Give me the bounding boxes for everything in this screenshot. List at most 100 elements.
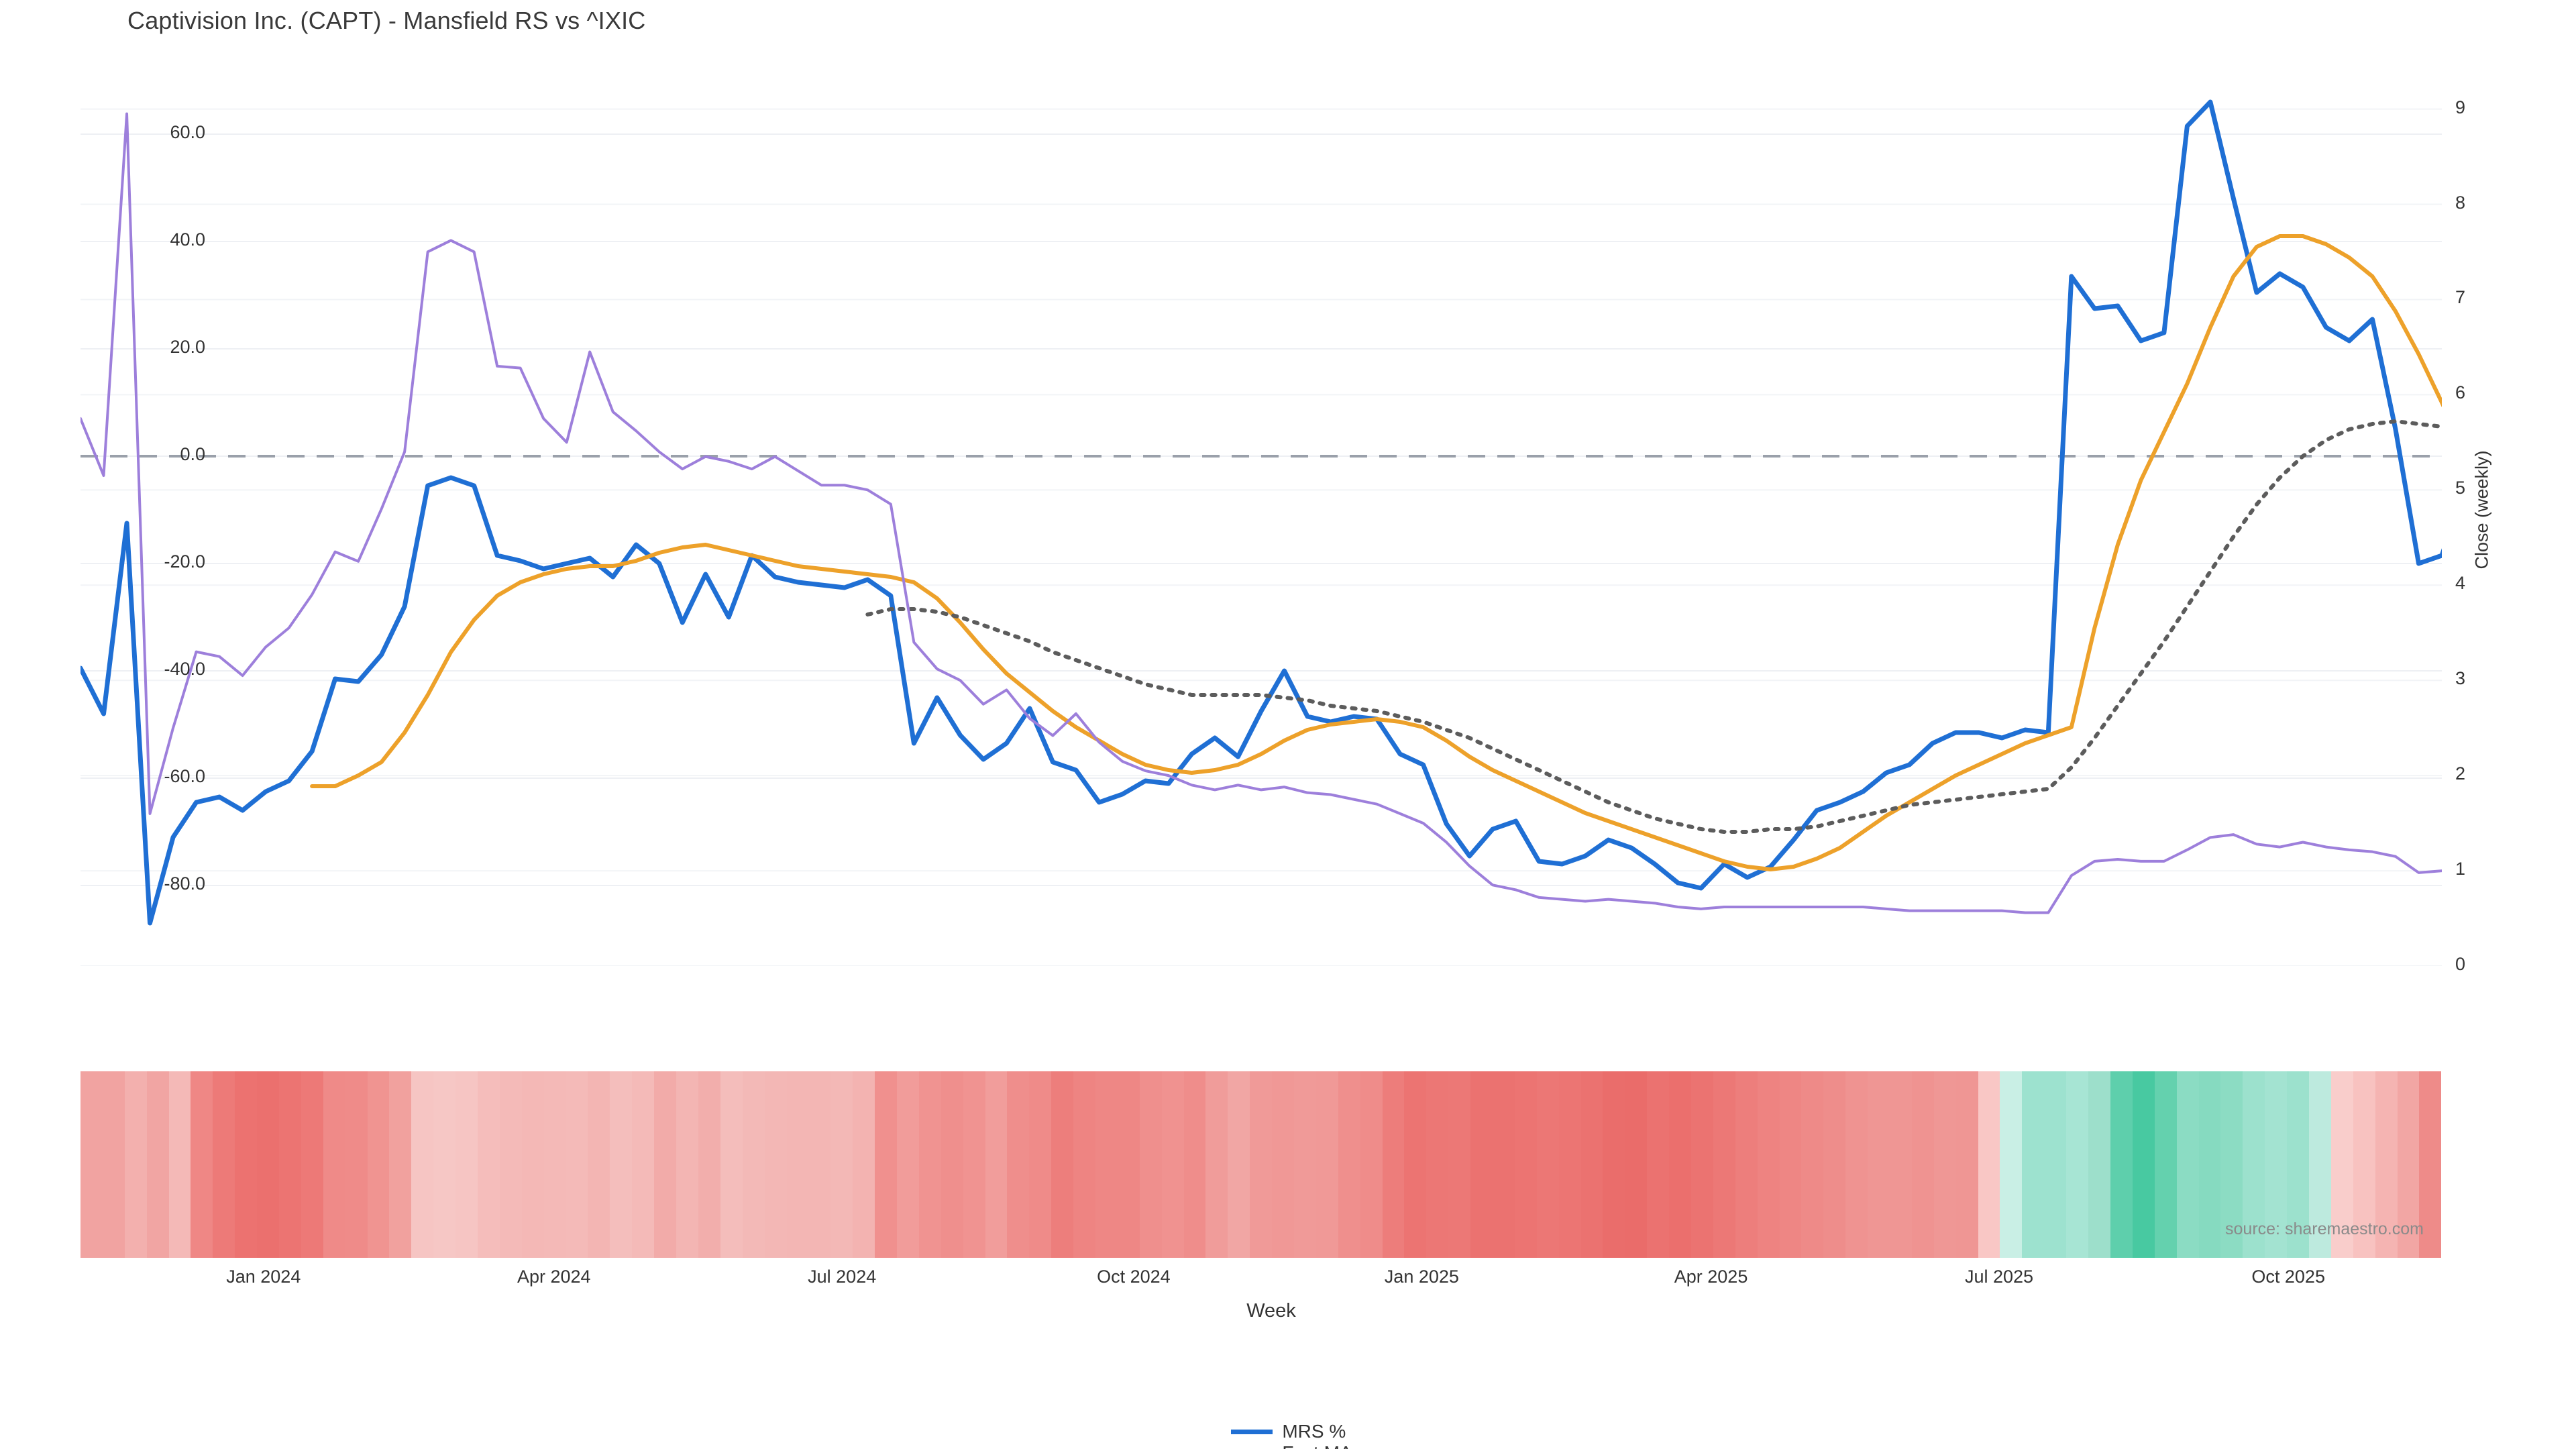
y-tick-right: 4 bbox=[2455, 573, 2466, 594]
heatmap-cell bbox=[1228, 1071, 1250, 1258]
heatmap-cell bbox=[808, 1071, 831, 1258]
heatmap-cell bbox=[2353, 1071, 2375, 1258]
heatmap-cell bbox=[1382, 1071, 1405, 1258]
heatmap-cell bbox=[2375, 1071, 2398, 1258]
x-tick: Oct 2024 bbox=[1097, 1267, 1171, 1287]
heatmap-cell bbox=[1073, 1071, 1095, 1258]
heatmap-cell bbox=[168, 1071, 191, 1258]
legend-label: MRS % bbox=[1282, 1421, 1346, 1442]
heatmap-cell bbox=[1250, 1071, 1273, 1258]
heatmap-cell bbox=[2132, 1071, 2155, 1258]
heatmap-cell bbox=[566, 1071, 588, 1258]
heatmap-cell bbox=[2330, 1071, 2353, 1258]
heatmap-cell bbox=[1293, 1071, 1316, 1258]
heatmap-cell bbox=[124, 1071, 147, 1258]
heatmap-cell bbox=[1448, 1071, 1471, 1258]
y-tick-left: -40.0 bbox=[164, 659, 205, 679]
legend-label: Fast MA bbox=[1282, 1442, 1352, 1449]
heatmap-cell bbox=[1669, 1071, 1692, 1258]
heatmap-cell bbox=[2088, 1071, 2110, 1258]
x-tick: Jan 2025 bbox=[1384, 1267, 1459, 1287]
heatmap-cell bbox=[2419, 1071, 2442, 1258]
heatmap-cell bbox=[720, 1071, 743, 1258]
heatmap-cell bbox=[301, 1071, 323, 1258]
heatmap-cell bbox=[146, 1071, 169, 1258]
heatmap-cell bbox=[1316, 1071, 1338, 1258]
mrs-heatmap-strip bbox=[80, 1071, 2442, 1258]
heatmap-cell bbox=[80, 1071, 103, 1258]
heatmap-cell bbox=[918, 1071, 941, 1258]
heatmap-cell bbox=[499, 1071, 522, 1258]
heatmap-cell bbox=[1338, 1071, 1360, 1258]
heatmap-cell bbox=[102, 1071, 125, 1258]
heatmap-cell bbox=[764, 1071, 787, 1258]
x-tick: Jan 2024 bbox=[226, 1267, 301, 1287]
heatmap-cell bbox=[2176, 1071, 2199, 1258]
heatmap-cell bbox=[963, 1071, 985, 1258]
heatmap-cell bbox=[1470, 1071, 1493, 1258]
heatmap-cell bbox=[1735, 1071, 1758, 1258]
y-tick-left: 20.0 bbox=[170, 337, 205, 357]
heatmap-cell bbox=[1713, 1071, 1735, 1258]
heatmap-cell bbox=[521, 1071, 544, 1258]
heatmap-cell bbox=[2220, 1071, 2243, 1258]
heatmap-cell bbox=[1536, 1071, 1559, 1258]
source-note: source: sharemaestro.com bbox=[2225, 1220, 2424, 1238]
heatmap-cell bbox=[698, 1071, 720, 1258]
x-axis-label: Week bbox=[1246, 1300, 1296, 1322]
heatmap-cell bbox=[588, 1071, 610, 1258]
x-tick: Jul 2025 bbox=[1964, 1267, 2034, 1287]
y-tick-left: 0.0 bbox=[180, 444, 205, 464]
heatmap-cell bbox=[2044, 1071, 2067, 1258]
heatmap-cell bbox=[1117, 1071, 1140, 1258]
heatmap-cell bbox=[1933, 1071, 1956, 1258]
heatmap-cell bbox=[2066, 1071, 2089, 1258]
legend-item-fast-ma[interactable]: Fast MA bbox=[1231, 1442, 1397, 1449]
heatmap-cell bbox=[632, 1071, 655, 1258]
heatmap-cell bbox=[1426, 1071, 1449, 1258]
heatmap-cell bbox=[433, 1071, 456, 1258]
y-tick-right: 1 bbox=[2455, 859, 2466, 879]
y-tick-right: 9 bbox=[2455, 97, 2466, 117]
series-line-slow-ma bbox=[865, 419, 2442, 834]
heatmap-cell bbox=[786, 1071, 809, 1258]
heatmap-cell bbox=[2308, 1071, 2331, 1258]
heatmap-cell bbox=[2198, 1071, 2221, 1258]
y-tick-right: 7 bbox=[2455, 287, 2466, 308]
x-tick: Apr 2024 bbox=[517, 1267, 591, 1287]
heatmap-cell bbox=[1095, 1071, 1118, 1258]
series-line-fast-ma bbox=[310, 234, 2442, 871]
heatmap-cell bbox=[257, 1071, 280, 1258]
legend-items: MRS %Fast MASlow MAWeekly Close bbox=[1231, 1421, 1418, 1449]
heatmap-cell bbox=[1890, 1071, 1912, 1258]
heatmap-cell bbox=[1603, 1071, 1625, 1258]
heatmap-cell bbox=[654, 1071, 677, 1258]
plot-area bbox=[80, 80, 2442, 966]
heatmap-cell bbox=[1139, 1071, 1162, 1258]
heatmap-cell bbox=[896, 1071, 919, 1258]
y-tick-right: 2 bbox=[2455, 763, 2466, 784]
y-tick-left: -60.0 bbox=[164, 766, 205, 786]
heatmap-cell bbox=[676, 1071, 698, 1258]
y-tick-right: 8 bbox=[2455, 192, 2466, 213]
heatmap-cell bbox=[875, 1071, 897, 1258]
heatmap-cell bbox=[1868, 1071, 1890, 1258]
heatmap-cell bbox=[2022, 1071, 2045, 1258]
heatmap-cell bbox=[1272, 1071, 1294, 1258]
legend-item-mrs[interactable]: MRS % bbox=[1231, 1421, 1397, 1442]
y-tick-right: 3 bbox=[2455, 668, 2466, 689]
heatmap-cell bbox=[235, 1071, 258, 1258]
chart-legend: Series MRS %Fast MASlow MAWeekly Close bbox=[1158, 1421, 1418, 1449]
legend-swatch-icon bbox=[1231, 1429, 1273, 1434]
heatmap-cell bbox=[367, 1071, 390, 1258]
y-tick-right: 5 bbox=[2455, 478, 2466, 498]
heatmap-cell bbox=[1691, 1071, 1713, 1258]
heatmap-cell bbox=[1404, 1071, 1427, 1258]
heatmap-cell bbox=[478, 1071, 500, 1258]
heatmap-cell bbox=[1779, 1071, 1802, 1258]
y-tick-left: -80.0 bbox=[164, 873, 205, 894]
heatmap-cell bbox=[1183, 1071, 1206, 1258]
y-axis-label-right: Close (weekly) bbox=[2471, 450, 2492, 570]
heatmap-cell bbox=[1205, 1071, 1228, 1258]
